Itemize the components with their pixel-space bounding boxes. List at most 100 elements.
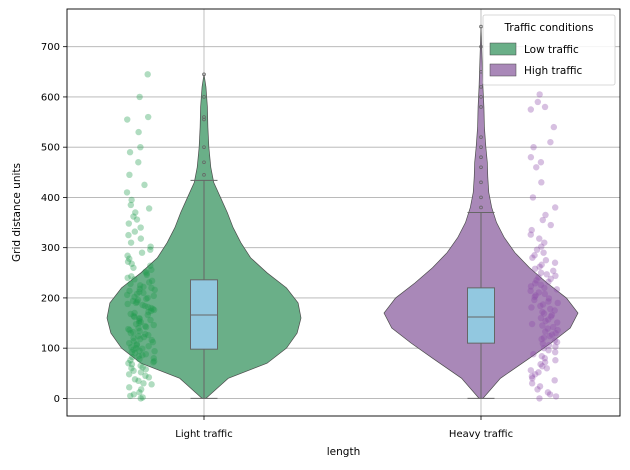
strip-point bbox=[536, 263, 543, 270]
strip-point bbox=[140, 289, 147, 297]
outlier-point bbox=[479, 135, 483, 139]
strip-point bbox=[123, 291, 131, 299]
strip-point bbox=[541, 359, 549, 366]
strip-point bbox=[123, 189, 131, 196]
strip-point bbox=[530, 350, 537, 358]
strip-point bbox=[150, 321, 157, 329]
strip-point bbox=[127, 357, 134, 364]
strip-point bbox=[133, 341, 141, 349]
strip-point bbox=[128, 361, 136, 368]
strip-point bbox=[150, 358, 158, 365]
outlier-point bbox=[202, 95, 206, 99]
strip-point bbox=[144, 311, 152, 319]
strip-point bbox=[124, 252, 131, 259]
strip-point bbox=[547, 221, 554, 229]
strip-point bbox=[126, 287, 133, 295]
strip-point bbox=[541, 239, 548, 246]
outlier-point bbox=[202, 173, 206, 177]
strip-point bbox=[528, 380, 536, 387]
strip-point bbox=[527, 154, 535, 161]
strip-point bbox=[132, 209, 139, 216]
strip-point bbox=[553, 338, 561, 346]
strip-point bbox=[535, 369, 542, 376]
strip-point bbox=[124, 300, 131, 308]
strip-point bbox=[128, 273, 135, 280]
strip-point bbox=[145, 374, 153, 381]
strip-point bbox=[538, 261, 545, 268]
strip-point bbox=[133, 344, 140, 352]
strip-point bbox=[534, 386, 541, 393]
strip-point bbox=[552, 204, 559, 211]
outlier-point bbox=[479, 145, 483, 149]
strip-point bbox=[137, 224, 144, 231]
strip-point bbox=[145, 308, 152, 316]
outlier-point bbox=[479, 85, 483, 89]
strip-point bbox=[135, 377, 142, 385]
strip-point bbox=[130, 367, 137, 374]
strip-point bbox=[135, 128, 142, 136]
strip-point bbox=[550, 123, 558, 131]
plot-frame bbox=[66, 8, 621, 417]
strip-point bbox=[550, 267, 557, 274]
strip-point bbox=[130, 346, 137, 353]
strip-point bbox=[124, 274, 131, 282]
strip-point bbox=[540, 344, 548, 352]
strip-point bbox=[149, 305, 157, 313]
strip-point bbox=[145, 342, 152, 350]
strip-point bbox=[136, 93, 143, 101]
strip-point bbox=[139, 352, 146, 359]
strip-point bbox=[537, 159, 545, 166]
strip-point bbox=[542, 317, 549, 325]
strip-point bbox=[131, 313, 138, 321]
strip-point bbox=[142, 366, 150, 373]
strip-point bbox=[537, 314, 545, 322]
axis-layer: 0 100 200 300 400 500 600 700 Light traffic Heavy… bbox=[41, 42, 513, 440]
strip-point bbox=[142, 323, 150, 331]
strip-point bbox=[539, 216, 546, 224]
y-tick-label: 300 bbox=[41, 243, 60, 254]
strip-point bbox=[551, 348, 559, 356]
strip-point bbox=[134, 296, 142, 304]
strip-point bbox=[130, 213, 137, 220]
strip-point bbox=[538, 179, 545, 186]
strip-point bbox=[554, 319, 561, 326]
strip-point bbox=[126, 326, 133, 334]
strip-point bbox=[136, 282, 144, 289]
strip-point bbox=[128, 365, 135, 372]
outlier-point bbox=[479, 44, 483, 49]
strip-point bbox=[140, 333, 148, 341]
strip-point bbox=[539, 322, 546, 329]
outlier-point bbox=[479, 180, 483, 185]
strip-point bbox=[541, 290, 548, 298]
strip-point bbox=[144, 294, 151, 302]
strip-point bbox=[534, 98, 542, 106]
strip-point bbox=[550, 323, 557, 331]
strip-point bbox=[552, 393, 560, 400]
strip-point bbox=[137, 143, 144, 151]
strip-point bbox=[531, 296, 538, 304]
outlier-point bbox=[479, 195, 483, 200]
strip-point bbox=[537, 281, 545, 289]
y-tick-label: 100 bbox=[41, 344, 60, 355]
strip-point bbox=[133, 290, 141, 298]
x-tick-label: Light traffic bbox=[175, 429, 232, 440]
y-tick-label: 700 bbox=[41, 42, 60, 53]
strip-point bbox=[137, 362, 144, 369]
strip-point bbox=[551, 259, 559, 266]
strip-point bbox=[133, 216, 141, 223]
strip-point bbox=[141, 302, 149, 310]
strip-point bbox=[545, 341, 553, 349]
strip-point bbox=[144, 113, 152, 121]
strip-point bbox=[125, 360, 132, 367]
strip-point bbox=[536, 395, 543, 402]
strip-point bbox=[124, 116, 131, 123]
outlier-point bbox=[479, 165, 483, 170]
strip-point bbox=[529, 254, 536, 261]
strip-point bbox=[141, 322, 149, 330]
x-axis-label: length bbox=[327, 446, 360, 458]
strip-point bbox=[149, 338, 157, 346]
strip-point bbox=[130, 334, 137, 342]
strip-point bbox=[135, 159, 142, 166]
outlier-point bbox=[202, 115, 206, 119]
strip-point bbox=[125, 220, 132, 227]
